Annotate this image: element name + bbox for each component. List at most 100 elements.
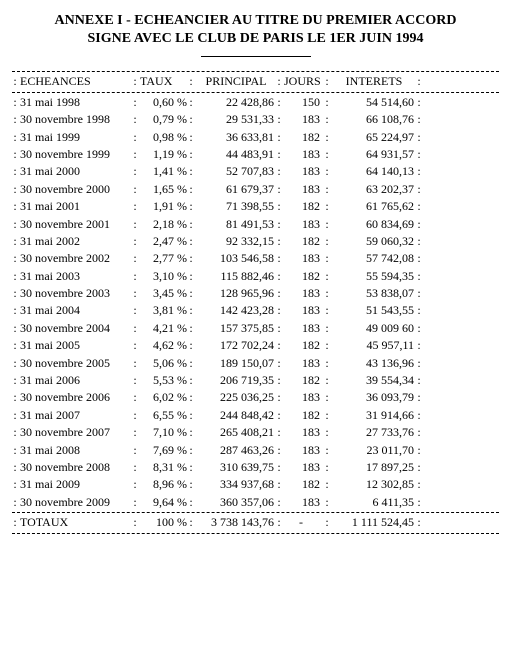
cell-jours: 183 [282, 302, 324, 319]
cell-interets: 61 765,62 [330, 198, 416, 215]
cell-jours: 183 [282, 181, 324, 198]
cell-principal: 71 398,55 [194, 198, 276, 215]
hdr-bot-line [12, 92, 499, 93]
tot-bot-line [12, 533, 499, 534]
colon: : [416, 355, 422, 372]
table-row: :30 novembre 2003:3,45 %:128 965,96:183:… [12, 285, 499, 302]
colon: : [416, 476, 422, 493]
colon: : [416, 285, 422, 302]
cell-jours: 182 [282, 198, 324, 215]
cell-principal: 29 531,33 [194, 111, 276, 128]
cell-taux: 8,96 % [138, 476, 188, 493]
cell-taux: 0,60 % [138, 94, 188, 111]
cell-jours: 182 [282, 129, 324, 146]
colon: : [416, 302, 422, 319]
cell-jours: 183 [282, 111, 324, 128]
cell-interets: 63 202,37 [330, 181, 416, 198]
cell-jours: 183 [282, 355, 324, 372]
hdr-principal: PRINCIPAL [194, 73, 276, 90]
colon: : [416, 494, 422, 511]
cell-principal: 44 483,91 [194, 146, 276, 163]
table-row: :30 novembre 2006:6,02 %:225 036,25:183:… [12, 389, 499, 406]
cell-principal: 310 639,75 [194, 459, 276, 476]
cell-jours: 183 [282, 146, 324, 163]
table-row: :30 novembre 2008:8,31 %:310 639,75:183:… [12, 459, 499, 476]
cell-jours: 182 [282, 476, 324, 493]
echeancier-table: : ECHEANCES : TAUX : PRINCIPAL : JOURS :… [12, 71, 499, 533]
cell-principal: 334 937,68 [194, 476, 276, 493]
table-row: :31 mai 2007:6,55 %:244 848,42:182:31 91… [12, 407, 499, 424]
table-row: :31 mai 2008:7,69 %:287 463,26:183:23 01… [12, 442, 499, 459]
cell-principal: 52 707,83 [194, 163, 276, 180]
title-line2: SIGNE AVEC LE CLUB DE PARIS LE 1ER JUIN … [12, 30, 499, 48]
cell-echeance: 30 novembre 1998 [18, 111, 132, 128]
cell-taux: 3,10 % [138, 268, 188, 285]
hdr-top-line [12, 71, 499, 72]
cell-taux: 1,91 % [138, 198, 188, 215]
colon: : [416, 250, 422, 267]
cell-principal: 103 546,58 [194, 250, 276, 267]
cell-interets: 54 514,60 [330, 94, 416, 111]
cell-principal: 189 150,07 [194, 355, 276, 372]
colon: : [416, 111, 422, 128]
cell-principal: 128 965,96 [194, 285, 276, 302]
tot-principal: 3 738 143,76 [194, 514, 276, 531]
cell-echeance: 31 mai 2009 [18, 476, 132, 493]
colon: : [416, 514, 422, 531]
table-row: :30 novembre 1998:0,79 %:29 531,33:183:6… [12, 111, 499, 128]
table-row: :31 mai 2000:1,41 %:52 707,83:183:64 140… [12, 163, 499, 180]
table-row: :31 mai 2003:3,10 %:115 882,46:182:55 59… [12, 268, 499, 285]
colon: : [416, 73, 422, 90]
table-row: :30 novembre 2009:9,64 %:360 357,06:183:… [12, 494, 499, 511]
cell-principal: 172 702,24 [194, 337, 276, 354]
colon: : [416, 337, 422, 354]
cell-taux: 3,45 % [138, 285, 188, 302]
hdr-taux: TAUX [138, 73, 188, 90]
table-row: :31 mai 1999:0,98 %:36 633,81:182:65 224… [12, 129, 499, 146]
cell-echeance: 30 novembre 2008 [18, 459, 132, 476]
tot-jours: - [282, 514, 324, 531]
cell-taux: 7,69 % [138, 442, 188, 459]
table-row: :31 mai 2004:3,81 %:142 423,28:183:51 54… [12, 302, 499, 319]
colon: : [416, 181, 422, 198]
cell-interets: 51 543,55 [330, 302, 416, 319]
table-row: :31 mai 2006:5,53 %:206 719,35:182:39 55… [12, 372, 499, 389]
cell-jours: 182 [282, 407, 324, 424]
cell-echeance: 30 novembre 2002 [18, 250, 132, 267]
table-row: :31 mai 2001:1,91 %:71 398,55:182:61 765… [12, 198, 499, 215]
colon: : [416, 216, 422, 233]
totals-row: : TOTAUX : 100 % : 3 738 143,76 : - : 1 … [12, 514, 499, 531]
cell-echeance: 30 novembre 2003 [18, 285, 132, 302]
cell-jours: 182 [282, 337, 324, 354]
cell-taux: 6,02 % [138, 389, 188, 406]
cell-taux: 5,06 % [138, 355, 188, 372]
cell-echeance: 30 novembre 2005 [18, 355, 132, 372]
tot-taux: 100 % [138, 514, 188, 531]
cell-interets: 59 060,32 [330, 233, 416, 250]
cell-interets: 45 957,11 [330, 337, 416, 354]
colon: : [416, 389, 422, 406]
cell-echeance: 30 novembre 2009 [18, 494, 132, 511]
cell-taux: 2,47 % [138, 233, 188, 250]
colon: : [416, 268, 422, 285]
cell-principal: 287 463,26 [194, 442, 276, 459]
title-underline [201, 56, 311, 57]
colon: : [416, 198, 422, 215]
colon: : [416, 163, 422, 180]
cell-taux: 8,31 % [138, 459, 188, 476]
cell-interets: 66 108,76 [330, 111, 416, 128]
cell-echeance: 30 novembre 2007 [18, 424, 132, 441]
cell-principal: 115 882,46 [194, 268, 276, 285]
cell-jours: 183 [282, 424, 324, 441]
cell-principal: 360 357,06 [194, 494, 276, 511]
table-row: :30 novembre 2002:2,77 %:103 546,58:183:… [12, 250, 499, 267]
cell-interets: 53 838,07 [330, 285, 416, 302]
table-row: :30 novembre 2001:2,18 %:81 491,53:183:6… [12, 216, 499, 233]
cell-principal: 157 375,85 [194, 320, 276, 337]
cell-principal: 92 332,15 [194, 233, 276, 250]
cell-interets: 6 411,35 [330, 494, 416, 511]
cell-jours: 183 [282, 285, 324, 302]
tot-label: TOTAUX [18, 514, 132, 531]
cell-interets: 55 594,35 [330, 268, 416, 285]
cell-taux: 1,41 % [138, 163, 188, 180]
